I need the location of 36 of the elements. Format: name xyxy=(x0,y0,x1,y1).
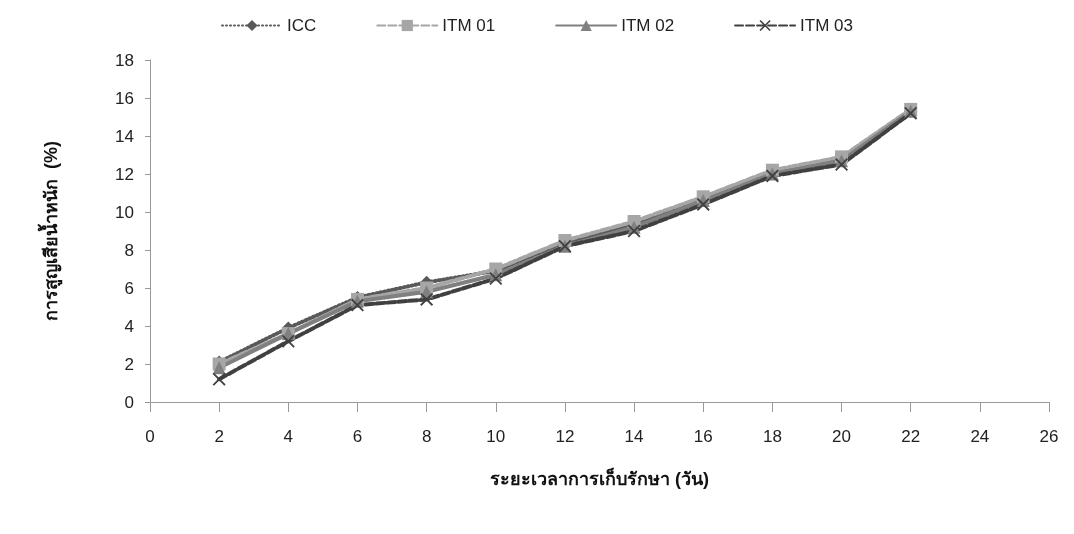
point xyxy=(212,372,226,386)
x-tick-label: 20 xyxy=(832,427,851,446)
x-tick-label: 8 xyxy=(421,427,432,446)
x-tick-label: 14 xyxy=(624,427,644,446)
point xyxy=(281,334,295,348)
legend-label: ITM 02 xyxy=(621,16,675,35)
y-tick-label: 12 xyxy=(115,164,134,184)
y-tick-label: 8 xyxy=(124,240,134,260)
x-tick-label: 26 xyxy=(1039,427,1059,446)
y-tick-label: 16 xyxy=(115,88,134,108)
point xyxy=(489,272,503,285)
y-tick-label: 14 xyxy=(115,126,134,146)
x-tick-label: 2 xyxy=(214,427,224,446)
point xyxy=(627,224,641,238)
x-tick-label: 6 xyxy=(352,427,363,446)
x-tick-label: 4 xyxy=(283,427,294,446)
y-tick-label: 18 xyxy=(115,50,134,70)
point xyxy=(420,292,434,306)
x-tick-label: 16 xyxy=(693,427,713,446)
x-tick-label: 18 xyxy=(762,427,782,446)
x-axis-title: ระยะเวลาการเก็บรักษา (วัน) xyxy=(490,467,709,489)
y-tick-label: 2 xyxy=(124,354,134,374)
legend-label: ITM 03 xyxy=(800,16,853,35)
y-tick-label: 4 xyxy=(124,316,134,336)
x-tick-label: 22 xyxy=(901,427,921,446)
y-tick-label: 0 xyxy=(124,392,134,412)
y-tick-label: 6 xyxy=(124,278,134,298)
x-tick-label: 12 xyxy=(555,427,575,446)
y-tick-label: 10 xyxy=(115,202,134,222)
legend-label: ICC xyxy=(287,16,317,35)
x-tick-label: 0 xyxy=(145,427,155,446)
x-tick-label: 10 xyxy=(486,427,506,446)
legend-label: ITM 01 xyxy=(442,16,496,35)
point xyxy=(835,158,849,171)
y-axis-title: การสูญเสียน้ำหนัก (%) xyxy=(37,141,63,321)
x-tick-label: 24 xyxy=(970,427,990,446)
